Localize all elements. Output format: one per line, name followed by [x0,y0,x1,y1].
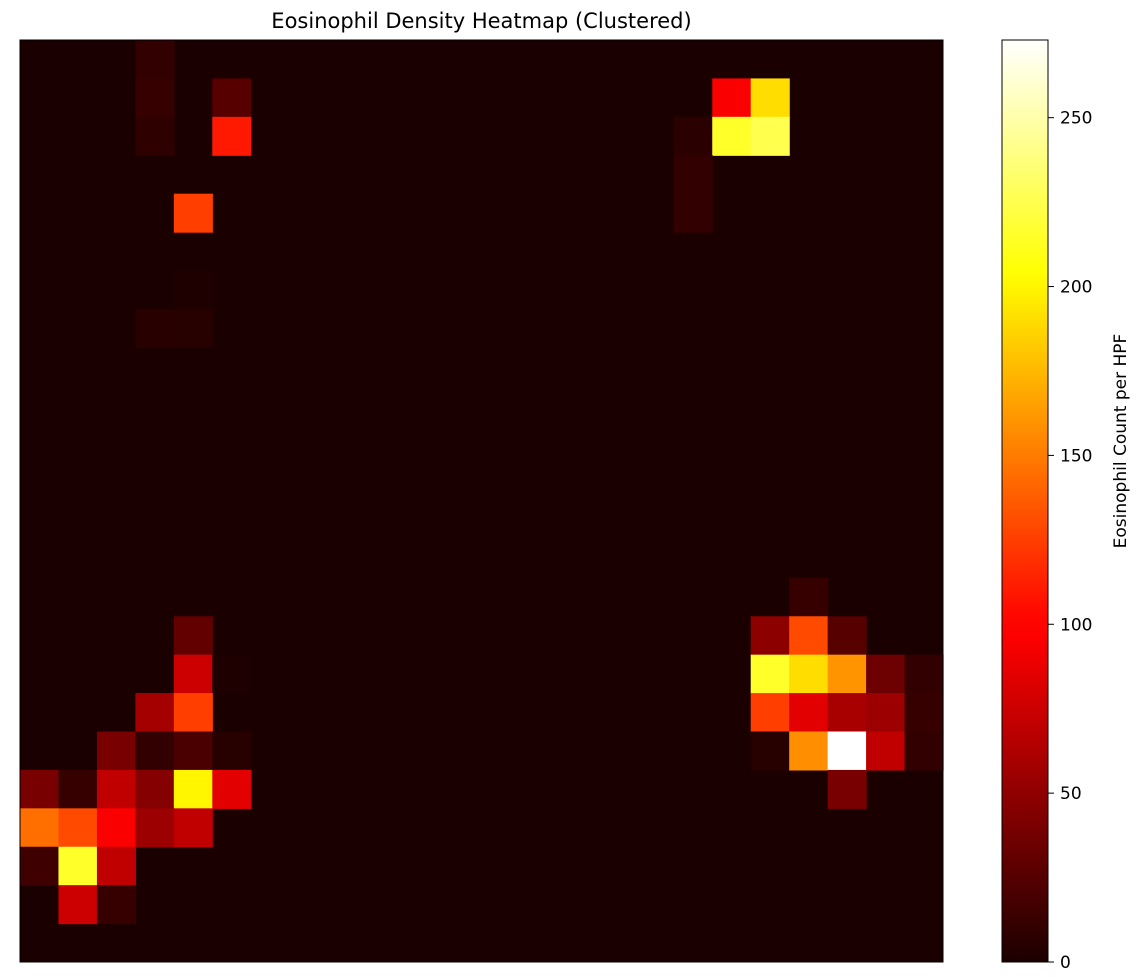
heatmap-cell [173,270,213,310]
heatmap-cell [173,654,213,694]
heatmap-cell [750,116,790,156]
heatmap-cell [712,116,752,156]
colorbar-frame [1001,39,1049,963]
colorbar-tick-label: 200 [1060,278,1092,298]
heatmap-cell [96,769,136,809]
heatmap-cell [212,78,252,118]
heatmap-cell [673,193,713,233]
colorbar-tick-label: 50 [1060,784,1082,804]
colorbar [1002,40,1048,962]
heatmap-cell [173,693,213,733]
colorbar-tick-label: 150 [1060,446,1092,466]
heatmap-cell [750,78,790,118]
heatmap-cell [135,693,175,733]
heatmap-grid [20,40,944,962]
heatmap-cell [789,654,829,694]
chart-title: Eosinophil Density Heatmap (Clustered) [271,9,691,33]
colorbar-tick-label: 250 [1060,109,1092,129]
heatmap-cell [827,769,867,809]
heatmap-cell [827,654,867,694]
heatmap-cell [904,654,944,694]
heatmap-cell [789,616,829,656]
heatmap-cell [866,693,906,733]
heatmap-cell [827,731,867,771]
heatmap-cell [173,808,213,848]
heatmap-cell [96,885,136,925]
heatmap-cell [173,769,213,809]
heatmap-cell [212,731,252,771]
colorbar-label: Eosinophil Count per HPF [1111,334,1131,549]
heatmap-cell [212,769,252,809]
heatmap-cell [58,846,98,886]
heatmap-cell [58,769,98,809]
heatmap-cell [173,616,213,656]
heatmap-cell [750,654,790,694]
heatmap-cell [673,155,713,195]
heatmap-cell [20,769,60,809]
heatmap-cell [789,693,829,733]
heatmap-cell [173,731,213,771]
heatmap-cell [904,693,944,733]
heatmap-cell [135,40,175,80]
heatmap-cell [866,731,906,771]
heatmap-cell [212,654,252,694]
heatmap-cell [173,308,213,348]
heatmap-cell [750,693,790,733]
heatmap-cell [827,693,867,733]
heatmap-cell [712,78,752,118]
heatmap-cell [827,616,867,656]
heatmap-cell [58,808,98,848]
heatmap-cell [135,769,175,809]
heatmap-cell [789,731,829,771]
heatmap-cell [135,731,175,771]
heatmap-cell [20,846,60,886]
colorbar-tick-label: 100 [1060,615,1092,635]
heatmap-frame [19,39,944,963]
colorbar-tick-label: 0 [1060,953,1071,973]
heatmap-cell [750,616,790,656]
colorbar-ticks: 0 50 100 150 200 250 [1048,109,1092,973]
heatmap-cell [135,808,175,848]
heatmap-cell [866,654,906,694]
heatmap-cell [212,116,252,156]
heatmap-cell [20,808,60,848]
heatmap-cell [96,808,136,848]
heatmap-cell [96,846,136,886]
heatmap-cell [96,731,136,771]
heatmap-cell [135,308,175,348]
heatmap-cell [750,731,790,771]
heatmap-cell [58,885,98,925]
heatmap-cell [789,577,829,617]
heatmap-cell [904,731,944,771]
heatmap-cell [673,116,713,156]
heatmap-cell [135,116,175,156]
heatmap-cell [173,193,213,233]
heatmap-cell [135,78,175,118]
